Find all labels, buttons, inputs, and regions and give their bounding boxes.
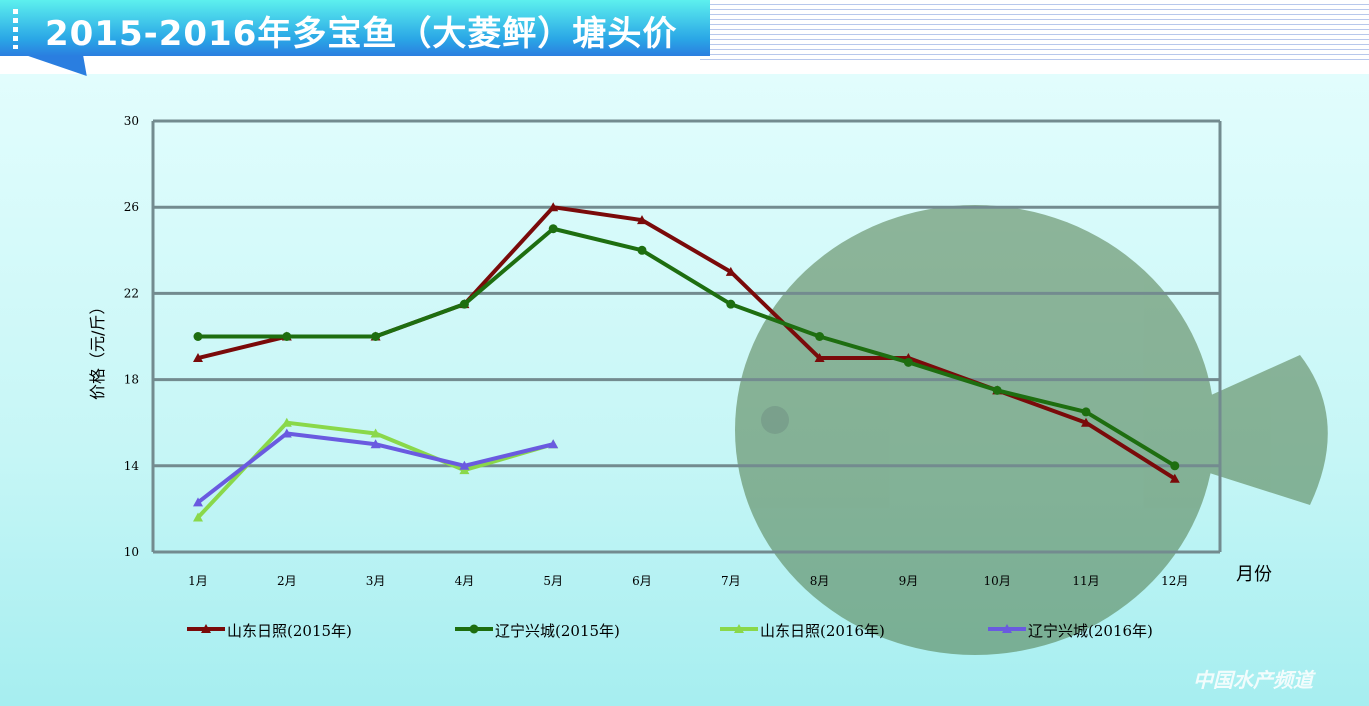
data-point [1169,473,1180,483]
x-tick-label: 8月 [810,574,830,588]
legend-label: 辽宁兴城(2016年) [1028,622,1153,640]
page-title: 2015-2016年多宝鱼（大菱鲆）塘头价 [45,14,678,54]
legend: 山东日照(2015年) 辽宁兴城(2015年) 山东日照(2016年) 辽宁兴城(20… [187,622,1153,640]
x-tick-label: 4月 [455,574,475,588]
x-tick-label: 3月 [366,574,386,588]
data-point [992,385,1002,395]
grid [153,119,1220,554]
y-tick-label: 26 [124,200,139,214]
data-point [548,224,558,234]
legend-label: 山东日照(2015年) [227,622,352,640]
data-point [548,439,559,449]
x-tick-label: 7月 [721,574,741,588]
data-point [459,460,470,470]
data-point [459,299,469,309]
data-point [815,332,825,341]
data-point [734,624,744,633]
x-tick-label: 9月 [899,574,919,588]
y-tick-label: 18 [124,373,139,387]
data-point [1081,407,1091,417]
data-point [282,332,292,341]
x-tick-label: 6月 [632,574,652,588]
banner-dots [13,9,18,49]
x-tick-label: 1月 [188,574,208,588]
data-point [637,245,647,255]
data-point [725,266,736,276]
series-layer [193,202,1180,522]
legend-label: 山东日照(2016年) [760,622,885,640]
data-point [193,353,203,363]
data-point [281,428,292,438]
x-tick-label: 10月 [984,574,1011,588]
header-stripes [700,0,1369,60]
data-point [548,202,559,212]
data-point [193,332,203,341]
watermark-logo: 中国水产频道 [1193,668,1313,692]
data-point [193,512,203,522]
title-banner: 2015-2016年多宝鱼（大菱鲆）塘头价 [0,0,710,56]
x-axis-label: 月份 [1236,564,1272,585]
data-point [726,299,736,309]
data-point [193,497,203,507]
y-axis-label: 价格（元/斤） [88,299,107,400]
axes: 10 14 18 22 26 30 1月 2月 3月 4月 5月 6月 7月 8月 9月 10月 11月 12月 [124,114,1222,588]
series-2 [193,417,559,522]
data-point [370,428,381,438]
series-1 [193,224,1180,471]
x-tick-label: 5月 [543,574,563,588]
fish-image [735,205,1328,655]
x-tick-label: 2月 [277,574,297,588]
data-point [371,332,381,341]
x-tick-label: 11月 [1072,574,1099,588]
data-point [1170,461,1180,471]
y-tick-label: 14 [124,459,140,473]
data-point [637,215,647,225]
y-tick-label: 22 [124,286,139,300]
data-point [370,439,381,449]
data-point [201,624,211,633]
series-line [198,226,1176,468]
data-point [281,417,292,427]
data-point [469,624,479,634]
data-point [814,353,825,363]
data-point [903,357,913,367]
y-tick-label: 10 [124,545,139,559]
data-point [1002,624,1012,633]
y-tick-label: 30 [124,114,139,128]
series-3 [193,428,559,507]
legend-label: 辽宁兴城(2015年) [495,622,620,640]
x-tick-label: 12月 [1161,574,1188,588]
data-point [1081,417,1091,427]
